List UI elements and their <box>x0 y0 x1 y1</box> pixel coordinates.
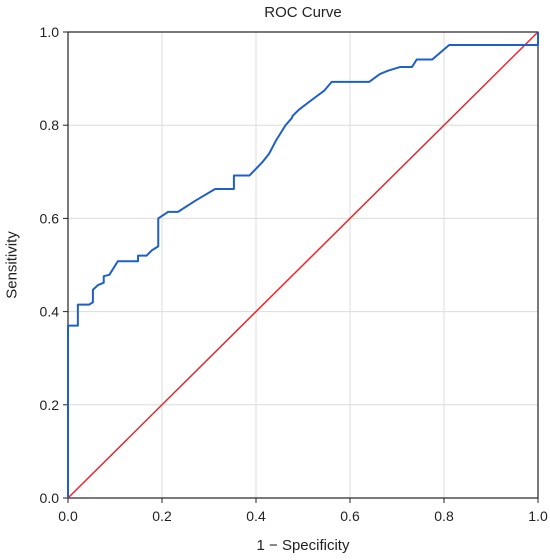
plot-frame <box>67 31 539 499</box>
chart-title: ROC Curve <box>264 4 342 21</box>
x-tick: 0.2 <box>152 498 172 524</box>
y-tick-label: 0.8 <box>40 117 60 133</box>
y-tick-label: 0.4 <box>40 304 60 320</box>
x-tick-label: 0.6 <box>340 508 360 524</box>
y-tick: 0.0 <box>40 490 68 506</box>
x-tick: 0.0 <box>58 498 78 524</box>
y-axis-label: Sensitivity <box>3 231 21 299</box>
reference-diagonal-line <box>67 31 539 499</box>
x-tick: 0.4 <box>246 498 266 524</box>
x-tick-label: 0.0 <box>58 508 78 524</box>
y-tick: 0.8 <box>40 117 68 133</box>
x-tick-label: 1.0 <box>528 508 548 524</box>
y-tick: 0.6 <box>40 210 68 226</box>
x-tick: 0.6 <box>340 498 360 524</box>
y-tick-label: 0.0 <box>40 490 60 506</box>
roc-curve-line <box>67 32 539 498</box>
y-tick-label: 1.0 <box>40 24 60 40</box>
x-tick-label: 0.4 <box>246 508 266 524</box>
x-tick: 0.8 <box>434 498 454 524</box>
x-tick: 1.0 <box>528 498 548 524</box>
y-tick: 0.2 <box>40 397 68 413</box>
x-tick-label: 0.8 <box>434 508 454 524</box>
y-tick: 1.0 <box>40 24 68 40</box>
x-axis-label: 1 − Specificity <box>256 537 350 554</box>
y-tick: 0.4 <box>40 304 68 320</box>
y-tick-label: 0.2 <box>40 397 60 413</box>
x-tick-label: 0.2 <box>152 508 172 524</box>
x-axis-ticks: 0.0 0.2 0.4 0.6 0.8 1.0 <box>58 498 548 524</box>
y-axis-ticks: 0.0 0.2 0.4 0.6 0.8 1.0 <box>40 24 68 506</box>
y-tick-label: 0.6 <box>40 210 60 226</box>
